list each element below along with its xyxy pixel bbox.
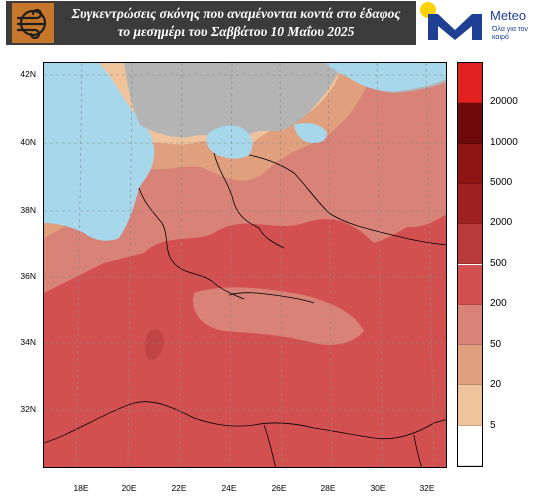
brand-tagline: Όλα για τον καιρό — [492, 26, 528, 41]
legend-label: 500 — [490, 258, 507, 269]
map-title: Συγκεντρώσεις σκόνης που αναμένονται κον… — [60, 5, 412, 41]
lon-tick-label: 30E — [370, 483, 386, 493]
brand-name: Meteo — [490, 8, 527, 23]
graticule — [44, 63, 446, 467]
legend-label: 5000 — [490, 177, 513, 188]
land-balkans — [124, 63, 344, 143]
sea-black — [324, 63, 446, 92]
sea-marmara — [294, 123, 327, 143]
coastline-suez — [413, 434, 422, 467]
header: Συγκεντρώσεις σκόνης που αναμένονται κον… — [0, 0, 546, 48]
legend-swatch — [458, 103, 482, 144]
dust-patch-high — [145, 329, 164, 361]
grid-lon-20 — [127, 63, 133, 467]
lon-tick-label: 20E — [121, 483, 137, 493]
legend-label: 50 — [490, 339, 502, 350]
lat-tick-label: 36N — [20, 271, 36, 281]
dust-map — [43, 62, 447, 468]
legend-swatch — [458, 304, 482, 346]
lon-tick-label: 18E — [73, 483, 89, 493]
legend-swatch — [458, 425, 482, 466]
legend-label: 5 — [490, 420, 496, 431]
lat-tick-label: 42N — [20, 69, 36, 79]
legend-label: 20000 — [490, 96, 518, 107]
legend-swatch — [458, 183, 482, 225]
meteo-logo: Meteo Όλα για τον καιρό — [420, 2, 542, 44]
coastline-greece-east — [213, 152, 285, 249]
lon-tick-label: 24E — [221, 483, 237, 493]
lon-tick-label: 22E — [171, 483, 187, 493]
coastline-north-africa — [44, 401, 446, 444]
lon-tick-label: 26E — [271, 483, 287, 493]
lat-tick-label: 34N — [20, 337, 36, 347]
wind-icon — [12, 3, 54, 43]
lon-tick-label: 28E — [320, 483, 336, 493]
lat-tick-label: 38N — [20, 205, 36, 215]
lon-tick-label: 32E — [419, 483, 435, 493]
sea-adriatic — [44, 63, 145, 241]
legend-swatch — [458, 143, 482, 184]
legend-swatch — [458, 224, 482, 265]
grid-lon-28 — [327, 63, 333, 467]
lat-tick-label: 32N — [20, 404, 36, 414]
coastlines — [44, 152, 446, 467]
dust-band-50-south — [193, 287, 364, 345]
coastline-turkey — [248, 154, 446, 246]
coastline-crete — [228, 292, 315, 304]
grid-lon-18 — [75, 63, 83, 467]
legend-swatch — [458, 63, 482, 104]
grid-lon-32 — [425, 63, 435, 467]
grid-lon-22 — [179, 63, 183, 467]
meteo-m-logo — [428, 14, 482, 40]
grid-lon-26 — [279, 63, 283, 467]
legend-swatch — [458, 385, 482, 426]
legend-label: 20 — [490, 379, 502, 390]
grid-lon-24 — [229, 63, 233, 467]
lat-tick-label: 40N — [20, 137, 36, 147]
color-legend — [457, 62, 483, 467]
grid-lon-30 — [376, 63, 384, 467]
title-line-1: Συγκεντρώσεις σκόνης που αναμένονται κον… — [71, 6, 401, 21]
sea-aegean-north — [206, 125, 253, 159]
coastline-greece-west — [138, 187, 245, 300]
legend-label: 200 — [490, 298, 507, 309]
legend-swatch — [458, 345, 482, 386]
coastline-gulf — [263, 424, 276, 467]
title-bar: Συγκεντρώσεις σκόνης που αναμένονται κον… — [6, 1, 416, 45]
sea-adriatic-north — [44, 63, 155, 188]
dust-map-canvas — [44, 63, 446, 467]
title-line-2: το μεσημέρι του Σαββάτου 10 Μαΐου 2025 — [117, 24, 355, 39]
legend-swatch — [458, 264, 482, 305]
legend-label: 2000 — [490, 217, 513, 228]
legend-label: 10000 — [490, 137, 518, 148]
